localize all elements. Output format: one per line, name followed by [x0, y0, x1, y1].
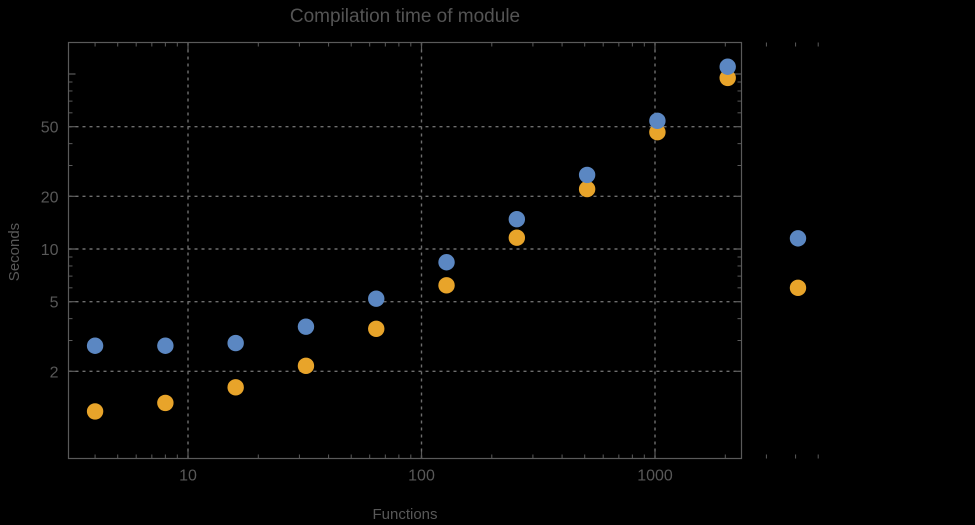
data-point-orange	[297, 357, 315, 375]
data-point-blue	[297, 318, 315, 335]
gridlines	[68, 42, 742, 459]
data-point-orange	[86, 403, 104, 420]
data-point-blue	[508, 211, 526, 228]
data-point-orange	[508, 229, 526, 246]
x-tick-labels: 10 100 1000	[179, 468, 673, 485]
y-tick-labels: 2 5 10 20 50	[41, 120, 59, 382]
y-axis-title: Seconds	[6, 223, 23, 281]
data-point-blue	[368, 290, 385, 307]
x-tick-label: 10	[179, 468, 197, 485]
data-point-blue	[649, 112, 666, 130]
series-orange-points	[86, 69, 807, 420]
x-tick-label: 1000	[637, 468, 673, 485]
y-tick-label: 50	[41, 120, 59, 137]
data-point-orange	[227, 379, 244, 396]
y-tick-label: 5	[50, 295, 59, 312]
data-point-orange	[649, 123, 666, 141]
data-point-blue	[227, 334, 244, 352]
tick-marks	[68, 42, 819, 459]
chart-title: Compilation time of module	[290, 6, 520, 27]
data-point-orange	[157, 394, 174, 412]
data-point-orange	[578, 180, 596, 198]
y-tick-label: 20	[41, 189, 59, 206]
x-axis-title: Functions	[372, 506, 437, 523]
data-point-orange	[789, 279, 807, 297]
data-point-orange	[368, 320, 385, 337]
data-point-blue	[86, 337, 104, 354]
x-tick-label: 100	[408, 468, 435, 485]
data-point-orange	[438, 277, 455, 294]
series-blue-points	[86, 58, 807, 354]
y-tick-label: 10	[41, 242, 59, 259]
data-point-blue	[789, 230, 807, 247]
data-point-blue	[438, 254, 455, 271]
data-point-blue	[719, 58, 736, 75]
data-point-blue	[157, 337, 174, 354]
y-tick-label: 2	[50, 364, 59, 381]
plot-frame	[67, 41, 743, 460]
data-point-blue	[578, 166, 596, 184]
